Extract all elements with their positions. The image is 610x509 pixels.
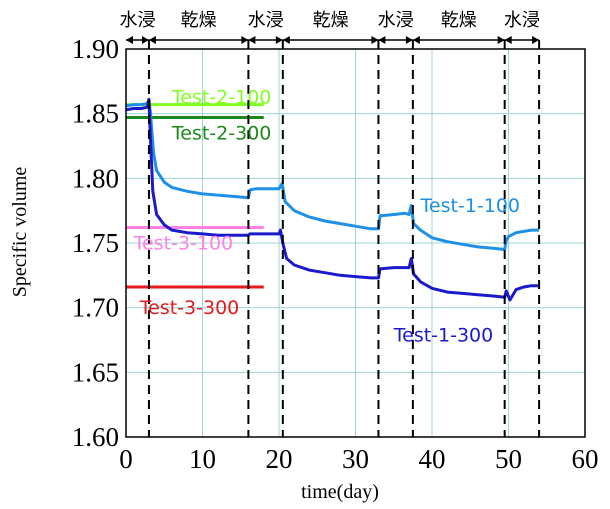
y-tick-label: 1.90 [72, 34, 119, 64]
y-tick-label: 1.85 [72, 99, 119, 129]
phase-arrow-head-left [378, 36, 386, 44]
y-tick-label: 1.60 [72, 422, 119, 452]
y-axis-title: Specific volume [9, 167, 31, 298]
x-tick-label: 30 [342, 444, 369, 474]
series-label-test-3-100: Test-3-100 [133, 232, 233, 254]
phase-arrow-head-right [241, 36, 249, 44]
x-tick-label: 20 [266, 444, 293, 474]
phase-arrow-head-right [497, 36, 505, 44]
series-label-test-1-100: Test-1-100 [420, 195, 520, 217]
x-tick-label: 0 [119, 444, 133, 474]
phase-arrow-head-left [282, 36, 290, 44]
phase-arrow-head-right [405, 36, 413, 44]
phase-arrow-head-left [148, 36, 156, 44]
phase-arrow-head-left [504, 36, 512, 44]
phase-arrows [126, 36, 540, 44]
y-tick-label: 1.65 [72, 357, 119, 387]
phase-labels: 水浸 乾燥 水浸 乾燥 水浸 乾燥 水浸 [119, 10, 539, 31]
series-line-test-1-100 [125, 97, 540, 251]
phase-arrow-head-left [126, 36, 133, 44]
phase-label: 水浸 [248, 10, 284, 31]
phase-label: 水浸 [119, 10, 155, 31]
phase-arrow-head-right [275, 36, 283, 44]
phase-label: 水浸 [378, 10, 414, 31]
y-axis-tick-labels: 1.60 1.65 1.70 1.75 1.80 1.85 1.90 [72, 34, 119, 452]
x-tick-label: 10 [189, 444, 216, 474]
y-tick-label: 1.75 [72, 228, 119, 258]
x-tick-label: 40 [419, 444, 446, 474]
phase-label: 水浸 [504, 10, 540, 31]
phase-label: 乾燥 [181, 10, 217, 31]
phase-arrow-head-right [141, 36, 149, 44]
y-tick-label: 1.70 [72, 293, 119, 323]
series-label-test-3-300: Test-3-300 [139, 297, 239, 319]
x-axis-tick-labels: 0 10 20 30 40 50 60 [119, 444, 598, 474]
x-tick-label: 50 [495, 444, 522, 474]
x-tick-label: 60 [572, 444, 599, 474]
series-label-test-1-300: Test-1-300 [393, 324, 493, 346]
phase-arrow-head-right [371, 36, 379, 44]
phase-boundary-lines [147, 40, 541, 437]
phase-label: 乾燥 [441, 10, 477, 31]
y-tick-label: 1.80 [72, 163, 119, 193]
plot-frame [125, 48, 586, 438]
phase-arrow-head-left [248, 36, 256, 44]
phase-arrow-head-right [532, 36, 540, 44]
series-label-test-2-100: Test-2-100 [171, 86, 271, 108]
x-axis-title: time(day) [301, 481, 379, 503]
grid [126, 49, 585, 437]
series-labels: Test-2-100 Test-2-300 Test-3-100 Test-3-300… [133, 86, 520, 346]
series-label-test-2-300: Test-2-300 [171, 123, 271, 145]
phase-arrow-head-left [412, 36, 420, 44]
series-line-test-1-300 [125, 97, 540, 302]
phase-label: 乾燥 [313, 10, 349, 31]
